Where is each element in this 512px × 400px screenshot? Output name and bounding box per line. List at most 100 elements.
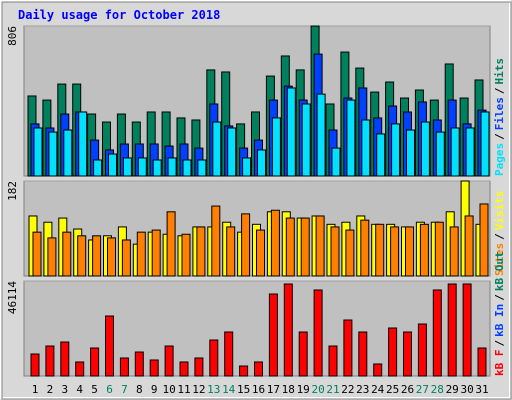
legend-entry: kB Out bbox=[493, 251, 506, 291]
x-tick-label: 25 bbox=[386, 383, 399, 396]
y-max-label: 182 bbox=[6, 181, 19, 201]
y-max-label: 806 bbox=[6, 26, 19, 46]
bar bbox=[241, 213, 251, 277]
bar bbox=[134, 351, 144, 377]
legend-entry: Visits bbox=[493, 191, 506, 231]
x-tick-label: 27 bbox=[416, 383, 429, 396]
legend-entry: kB In bbox=[493, 304, 506, 337]
x-tick-label: 6 bbox=[106, 383, 113, 396]
bar bbox=[182, 159, 192, 177]
bar bbox=[152, 159, 162, 177]
bar bbox=[375, 223, 385, 277]
bar bbox=[33, 127, 43, 177]
bar bbox=[464, 215, 474, 277]
legend-entry: kB F bbox=[493, 350, 506, 377]
bar bbox=[447, 283, 457, 377]
bar bbox=[108, 153, 117, 177]
bar bbox=[90, 347, 100, 377]
bar bbox=[30, 353, 40, 377]
bar bbox=[435, 131, 445, 177]
bar bbox=[477, 347, 487, 377]
bar bbox=[328, 345, 338, 377]
x-tick-label: 29 bbox=[446, 383, 459, 396]
x-tick-label: 16 bbox=[252, 383, 265, 396]
bar bbox=[300, 217, 310, 277]
x-tick-label: 22 bbox=[341, 383, 354, 396]
x-tick-label: 5 bbox=[91, 383, 98, 396]
legend-entry: Pages bbox=[493, 143, 506, 176]
bar bbox=[107, 237, 116, 277]
x-tick-label: 31 bbox=[475, 383, 488, 396]
bar bbox=[224, 331, 234, 377]
bar bbox=[48, 131, 58, 177]
bar bbox=[298, 331, 308, 377]
x-tick-label: 19 bbox=[297, 383, 310, 396]
bar bbox=[420, 121, 430, 177]
x-tick-label: 8 bbox=[136, 383, 143, 396]
bar bbox=[449, 226, 459, 277]
x-tick-label: 10 bbox=[162, 383, 175, 396]
bar bbox=[77, 235, 87, 277]
bar bbox=[211, 205, 221, 277]
chart-title: Daily usage for October 2018 bbox=[18, 8, 220, 22]
bar bbox=[137, 157, 147, 177]
bar bbox=[60, 341, 70, 377]
bar bbox=[226, 226, 236, 277]
x-tick-label: 17 bbox=[267, 383, 280, 396]
bar bbox=[122, 157, 132, 177]
bar bbox=[345, 229, 355, 277]
bar bbox=[167, 157, 177, 177]
legend-separator: / bbox=[493, 340, 506, 347]
bar bbox=[75, 361, 85, 377]
bar bbox=[313, 289, 323, 377]
plot-area bbox=[23, 280, 491, 377]
bar bbox=[286, 87, 296, 177]
bar bbox=[179, 361, 189, 377]
bar bbox=[164, 345, 174, 377]
legend: Pages / Files / Hits bbox=[493, 58, 506, 176]
bar bbox=[331, 147, 341, 177]
bar bbox=[434, 221, 444, 277]
bar bbox=[403, 331, 412, 377]
bar bbox=[166, 211, 176, 277]
x-tick-label: 1 bbox=[32, 383, 39, 396]
legend-separator: / bbox=[493, 87, 506, 94]
bar bbox=[388, 327, 398, 377]
bar bbox=[93, 159, 103, 177]
bar bbox=[136, 231, 146, 277]
bar bbox=[479, 203, 489, 277]
bar bbox=[417, 323, 427, 377]
bar bbox=[149, 359, 159, 377]
bar bbox=[373, 363, 383, 377]
x-tick-label: 26 bbox=[401, 383, 414, 396]
bar bbox=[209, 339, 219, 377]
bar bbox=[480, 111, 490, 177]
bar bbox=[32, 231, 42, 277]
bar bbox=[405, 226, 414, 277]
bar bbox=[62, 231, 72, 277]
legend-entry: Hits bbox=[493, 58, 506, 85]
bar bbox=[92, 235, 102, 277]
x-tick-label: 11 bbox=[177, 383, 190, 396]
x-tick-label: 14 bbox=[222, 383, 236, 396]
bar bbox=[227, 127, 237, 177]
x-tick-label: 21 bbox=[326, 383, 339, 396]
bar bbox=[391, 123, 401, 177]
x-tick-label: 18 bbox=[282, 383, 295, 396]
x-tick-label: 2 bbox=[47, 383, 54, 396]
bar bbox=[450, 127, 460, 177]
bar bbox=[315, 215, 325, 277]
bar bbox=[316, 93, 326, 177]
bar bbox=[78, 111, 88, 177]
bar bbox=[47, 237, 57, 277]
x-tick-label: 9 bbox=[151, 383, 158, 396]
y-max-label: 46114 bbox=[6, 281, 19, 314]
bar bbox=[360, 219, 370, 277]
legend-separator: / bbox=[493, 294, 506, 301]
bar bbox=[257, 149, 266, 177]
bar bbox=[254, 361, 263, 377]
x-tick-label: 15 bbox=[237, 383, 250, 396]
bar bbox=[181, 233, 191, 277]
